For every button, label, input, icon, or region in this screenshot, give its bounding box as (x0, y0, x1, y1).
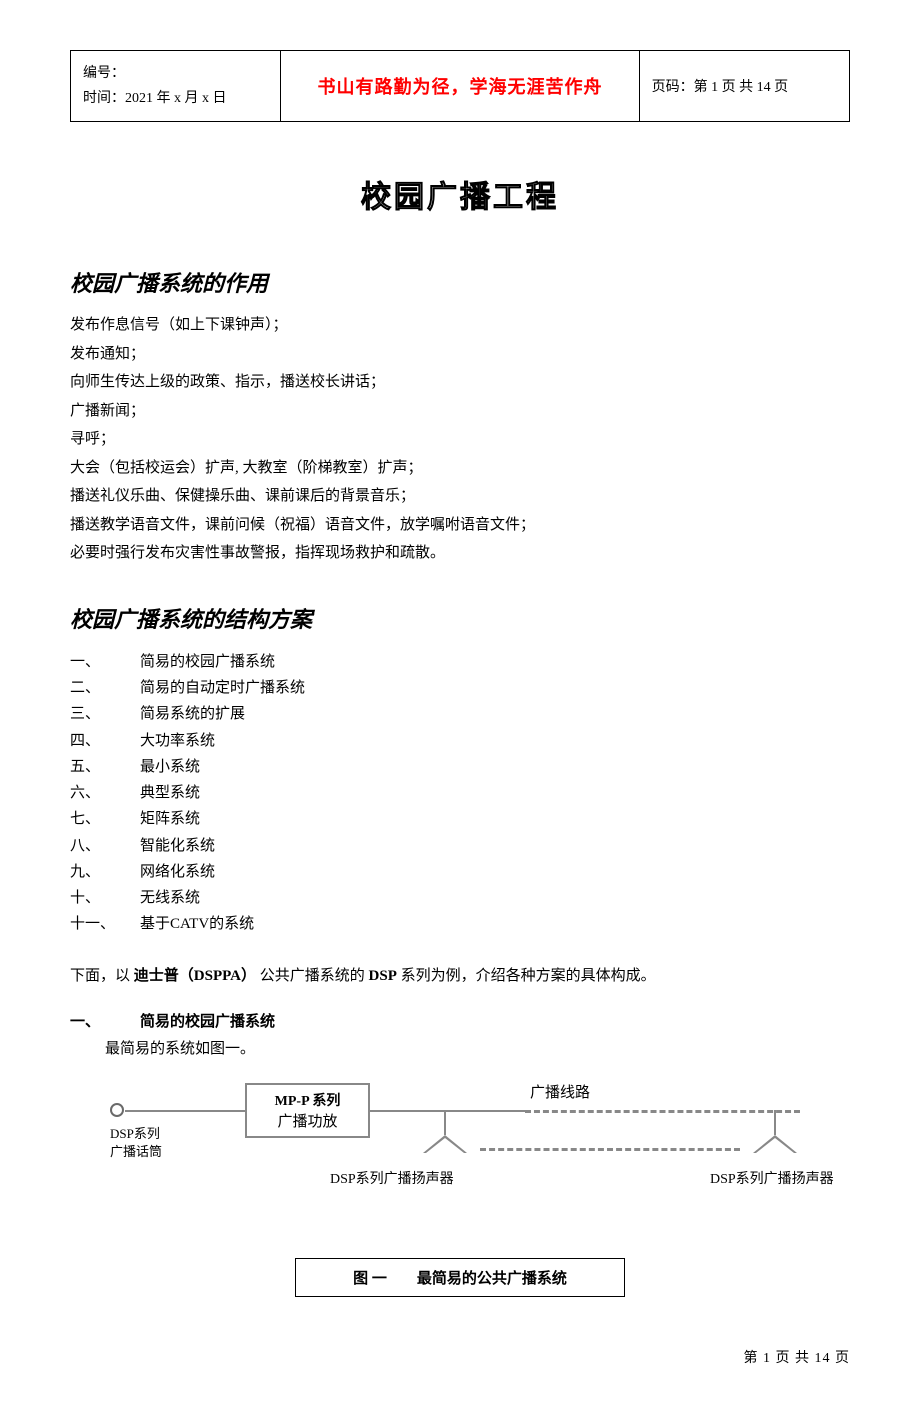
speaker-icon (750, 1110, 800, 1153)
intro-mid: 公共广播系统的 (256, 968, 369, 984)
list-item: 七、矩阵系统 (70, 806, 850, 832)
list-item: 一、简易的校园广播系统 (70, 649, 850, 675)
diagram: DSP系列 广播话筒 MP-P 系列 广播功放 广播线路 DSP系列广播扬声器 … (70, 1083, 850, 1233)
intro-bold1: 迪士普（DSPPA） (134, 968, 256, 984)
list-num: 十、 (70, 885, 140, 911)
amplifier-box: MP-P 系列 广播功放 (245, 1083, 370, 1138)
mic-label2: 广播话筒 (110, 1143, 162, 1161)
section1-heading: 校园广播系统的作用 (70, 266, 850, 298)
section2-heading: 校园广播系统的结构方案 (70, 602, 850, 634)
mic-label1: DSP系列 (110, 1125, 162, 1143)
list-item: 五、最小系统 (70, 754, 850, 780)
speaker-icon (420, 1110, 470, 1153)
list-text: 简易的校园广播系统 (140, 649, 275, 675)
list-text: 简易系统的扩展 (140, 701, 245, 727)
list-text: 大功率系统 (140, 728, 215, 754)
list-text: 典型系统 (140, 780, 200, 806)
sub1-num: 一、 (70, 1010, 140, 1031)
list-num: 五、 (70, 754, 140, 780)
s1-line: 播送教学语音文件，课前问候（祝福）语音文件，放学嘱咐语音文件； (70, 513, 850, 539)
s1-line: 发布通知； (70, 342, 850, 368)
list-text: 最小系统 (140, 754, 200, 780)
list-item: 八、智能化系统 (70, 833, 850, 859)
intro-pre: 下面，以 (70, 968, 134, 984)
header-left-cell: 编号： 时间：2021 年 x 月 x 日 (71, 51, 281, 122)
section1-body: 发布作息信号（如上下课钟声）； 发布通知； 向师生传达上级的政策、指示，播送校长… (70, 313, 850, 567)
s1-line: 必要时强行发布灾害性事故警报，指挥现场救护和疏散。 (70, 541, 850, 567)
s1-line: 播送礼仪乐曲、保健操乐曲、课前课后的背景音乐； (70, 484, 850, 510)
speaker-label-2: DSP系列广播扬声器 (710, 1168, 834, 1188)
list-num: 十一、 (70, 911, 140, 937)
header-motto: 书山有路勤为径，学海无涯苦作舟 (281, 51, 639, 122)
list-num: 一、 (70, 649, 140, 675)
sub1-title: 简易的校园广播系统 (140, 1010, 275, 1031)
list-text: 基于CATV的系统 (140, 911, 254, 937)
s1-line: 寻呼； (70, 427, 850, 453)
list-num: 四、 (70, 728, 140, 754)
s1-line: 广播新闻； (70, 399, 850, 425)
figure-caption: 图 一 最简易的公共广播系统 (295, 1258, 625, 1297)
list-item: 十、无线系统 (70, 885, 850, 911)
list-text: 简易的自动定时广播系统 (140, 675, 305, 701)
doc-id-label: 编号： (83, 61, 268, 86)
list-item: 九、网络化系统 (70, 859, 850, 885)
sub1-desc: 最简易的系统如图一。 (105, 1036, 850, 1063)
list-text: 智能化系统 (140, 833, 215, 859)
list-text: 无线系统 (140, 885, 200, 911)
list-item: 三、简易系统的扩展 (70, 701, 850, 727)
list-text: 网络化系统 (140, 859, 215, 885)
intro-paragraph: 下面，以 迪士普（DSPPA） 公共广播系统的 DSP 系列为例，介绍各种方案的… (70, 963, 850, 990)
list-num: 二、 (70, 675, 140, 701)
broadcast-line-label: 广播线路 (530, 1081, 590, 1102)
s1-line: 向师生传达上级的政策、指示，播送校长讲话； (70, 370, 850, 396)
page-title: 校园广播工程 (70, 172, 850, 216)
header-table: 编号： 时间：2021 年 x 月 x 日 书山有路勤为径，学海无涯苦作舟 页码… (70, 50, 850, 122)
list-num: 七、 (70, 806, 140, 832)
speaker-connector-dashed (480, 1148, 740, 1151)
list-item: 四、大功率系统 (70, 728, 850, 754)
list-num: 九、 (70, 859, 140, 885)
page-footer: 第 1 页 共 14 页 (70, 1347, 850, 1367)
list-item: 六、典型系统 (70, 780, 850, 806)
doc-time-label: 时间：2021 年 x 月 x 日 (83, 86, 268, 111)
intro-post: 系列为例，介绍各种方案的具体构成。 (397, 968, 656, 984)
list-item: 十一、基于CATV的系统 (70, 911, 850, 937)
list-num: 三、 (70, 701, 140, 727)
list-num: 八、 (70, 833, 140, 859)
microphone-icon (110, 1103, 124, 1117)
list-text: 矩阵系统 (140, 806, 200, 832)
amp-title: MP-P 系列 (247, 1090, 368, 1110)
amp-subtitle: 广播功放 (247, 1110, 368, 1131)
connector-line (125, 1110, 245, 1112)
speaker-label-1: DSP系列广播扬声器 (330, 1168, 454, 1188)
sub1-heading: 一、 简易的校园广播系统 (70, 1010, 850, 1031)
header-page-label: 页码：第 1 页 共 14 页 (639, 51, 849, 122)
s1-line: 发布作息信号（如上下课钟声）； (70, 313, 850, 339)
intro-bold2: DSP (369, 968, 397, 984)
section2-list: 一、简易的校园广播系统 二、简易的自动定时广播系统 三、简易系统的扩展 四、大功… (70, 649, 850, 938)
s1-line: 大会（包括校运会）扩声, 大教室（阶梯教室）扩声； (70, 456, 850, 482)
list-num: 六、 (70, 780, 140, 806)
list-item: 二、简易的自动定时广播系统 (70, 675, 850, 701)
